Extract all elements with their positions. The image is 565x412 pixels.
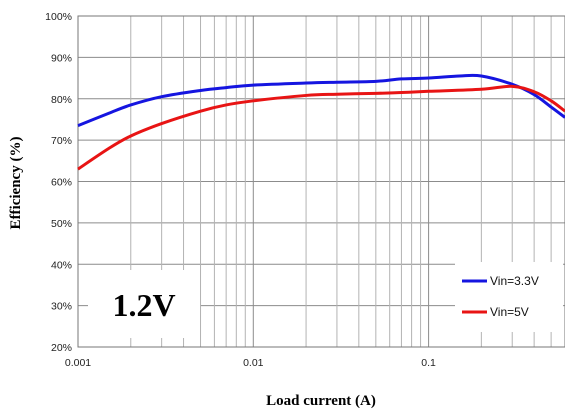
legend-box [455,262,563,332]
series-line-vin-3-3v [77,73,565,128]
y-axis-title: Efficiency (%) [8,137,24,230]
series-line-vin-5v [77,84,565,171]
y-tick-label: 100% [45,11,72,23]
x-tick-label: 0.1 [421,357,436,369]
y-tick-label: 30% [51,301,72,313]
y-tick-label: 80% [51,94,72,106]
x-tick-label: 0.01 [243,357,264,369]
plot-frame [77,15,565,348]
legend: Vin=3.3V Vin=5V [455,262,563,332]
annotation-box [88,270,200,338]
annotation-label: 1.2V [112,287,175,323]
y-tick-label: 70% [51,135,72,147]
y-tick-label: 20% [51,342,72,354]
y-tick-label: 40% [51,259,72,271]
series-lines [77,73,565,171]
y-tick-label: 60% [51,177,72,189]
legend-label-vin-3-3v: Vin=3.3V [490,274,539,288]
y-tick-labels: 20% 30% 40% 50% 60% 70% 80% 90% 100% [45,11,72,354]
x-tick-label: 0.001 [65,357,91,369]
y-tick-label: 90% [51,52,72,64]
legend-label-vin-5v: Vin=5V [490,305,529,319]
y-tick-label: 50% [51,218,72,230]
x-tick-labels: 0.001 0.01 0.1 [65,357,436,369]
x-axis-title: Load current (A) [266,393,376,409]
